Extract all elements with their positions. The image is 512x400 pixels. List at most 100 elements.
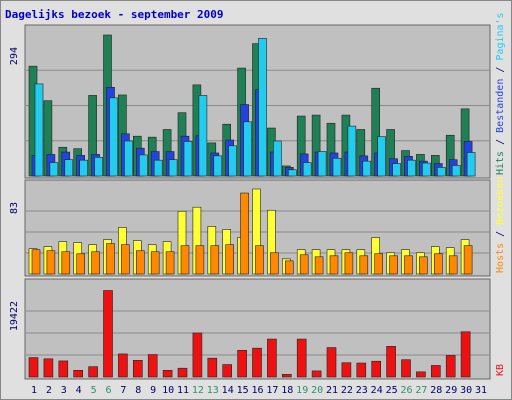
bar-paginas-day-27 [422, 162, 431, 177]
bar-paginas-day-3 [64, 159, 74, 177]
bar-paginas-day-5 [94, 156, 103, 177]
bar-paginas-day-13 [213, 155, 223, 177]
x-tick-label-day-28: 28 [430, 385, 442, 396]
legend-entry: / [495, 61, 506, 79]
bar-paginas-day-26 [407, 159, 416, 177]
bar-paginas-day-6 [109, 97, 118, 177]
bar-paginas-day-7 [124, 140, 133, 177]
bar-kb-day-11 [177, 367, 188, 378]
y-max-label: 83 [9, 202, 20, 214]
legend-top: Hits / Bestanden / Pagina's [495, 12, 506, 175]
bar-hosts-day-14 [225, 244, 234, 275]
bar-hosts-day-10 [165, 251, 175, 275]
bar-kb-day-18 [281, 374, 292, 378]
bar-kb-day-29 [445, 355, 456, 378]
bar-kb-day-22 [341, 362, 352, 378]
bar-kb-day-17 [267, 338, 277, 378]
bar-paginas-day-30 [466, 152, 476, 177]
x-tick-label-day-1: 1 [31, 385, 37, 396]
bar-kb-day-1 [28, 357, 39, 378]
panel-top [24, 24, 491, 179]
bar-hosts-day-23 [359, 255, 369, 275]
x-tick-label-day-29: 29 [445, 385, 457, 396]
bar-paginas-day-4 [79, 159, 88, 177]
bar-hosts-day-9 [150, 251, 160, 275]
bar-hosts-day-7 [121, 244, 130, 275]
bar-kb-day-3 [58, 360, 69, 378]
bar-paginas-day-2 [49, 162, 59, 177]
bar-kb-day-2 [43, 358, 54, 378]
legend-bottom: KB [495, 364, 506, 376]
bar-paginas-day-8 [139, 154, 148, 177]
bar-paginas-day-23 [362, 160, 372, 177]
x-tick-label-day-6: 6 [105, 385, 111, 396]
bar-paginas-day-20 [317, 151, 327, 177]
x-tick-label-day-7: 7 [120, 385, 126, 396]
bar-hosts-day-25 [389, 255, 398, 275]
y-max-label: 19422 [9, 301, 20, 331]
bar-paginas-day-9 [153, 159, 163, 177]
legend-entry: Bezoeken [495, 177, 506, 225]
x-tick-label-day-19: 19 [296, 385, 308, 396]
bar-kb-day-6 [103, 290, 113, 378]
x-tick-label-day-12: 12 [192, 385, 204, 396]
legend-entry: / [495, 225, 506, 243]
bar-hosts-day-24 [374, 253, 384, 275]
x-tick-label-day-11: 11 [177, 385, 189, 396]
x-tick-label-day-4: 4 [76, 385, 82, 396]
x-tick-label-day-8: 8 [135, 385, 141, 396]
panel-bottom [24, 278, 491, 380]
bar-kb-day-8 [133, 360, 143, 378]
bar-hosts-day-21 [329, 255, 339, 275]
bar-kb-day-27 [416, 371, 426, 378]
bar-kb-day-19 [296, 338, 307, 378]
legend-middle: Hosts / Bezoeken [495, 177, 506, 273]
bar-paginas-day-29 [451, 165, 461, 177]
bar-kb-day-28 [430, 365, 441, 378]
bar-hosts-day-8 [136, 250, 145, 275]
panel-middle [24, 179, 491, 277]
x-tick-label-day-27: 27 [415, 385, 427, 396]
bar-kb-day-30 [460, 331, 471, 378]
x-tick-label-day-24: 24 [371, 385, 383, 396]
x-tick-label-day-30: 30 [460, 385, 472, 396]
x-tick-label-day-25: 25 [386, 385, 398, 396]
x-tick-label-day-2: 2 [46, 385, 52, 396]
bar-kb-day-14 [222, 364, 232, 378]
x-tick-label-day-20: 20 [311, 385, 323, 396]
bar-paginas-day-15 [243, 121, 252, 177]
bar-paginas-day-24 [377, 136, 387, 177]
bar-paginas-day-1 [34, 83, 44, 177]
bar-kb-day-4 [73, 370, 83, 378]
x-tick-label-day-13: 13 [207, 385, 219, 396]
legend-entry: Bestanden [495, 79, 506, 133]
x-tick-label-day-22: 22 [341, 385, 353, 396]
bar-hosts-day-11 [180, 245, 190, 275]
bar-kb-day-12 [192, 332, 203, 378]
bar-kb-day-24 [371, 360, 382, 378]
bar-hosts-day-29 [448, 255, 458, 275]
bar-kb-day-25 [386, 346, 396, 378]
bar-paginas-day-10 [168, 159, 178, 177]
bar-kb-day-9 [147, 354, 158, 378]
bar-hosts-day-27 [419, 256, 428, 275]
legend-entry: Pagina's [495, 12, 506, 60]
bar-kb-day-23 [356, 362, 367, 378]
x-tick-label-day-16: 16 [251, 385, 263, 396]
x-tick-label-day-5: 5 [91, 385, 97, 396]
x-tick-label-day-14: 14 [222, 385, 234, 396]
x-tick-label-day-10: 10 [162, 385, 174, 396]
bar-hosts-day-17 [270, 252, 279, 275]
bar-hosts-day-16 [255, 245, 264, 275]
bar-hosts-day-4 [76, 253, 85, 275]
bar-kb-day-5 [88, 366, 98, 378]
x-tick-label-day-3: 3 [61, 385, 67, 396]
bar-hosts-day-20 [314, 256, 324, 275]
legend-entry: / [495, 133, 506, 151]
bar-hosts-day-6 [106, 243, 115, 275]
bar-paginas-day-25 [392, 163, 401, 177]
bar-paginas-day-22 [347, 125, 357, 177]
bar-paginas-day-19 [302, 162, 312, 177]
bar-hosts-day-22 [344, 252, 354, 275]
